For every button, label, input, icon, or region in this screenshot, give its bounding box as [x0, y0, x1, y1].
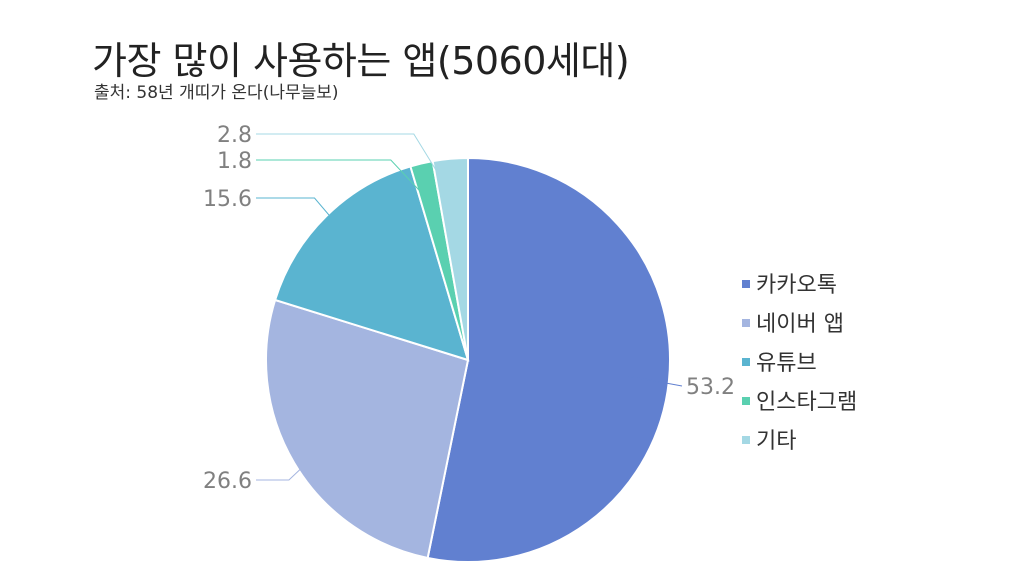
pie-slice-5	[431, 156, 469, 361]
leader-line-2	[256, 441, 330, 481]
data-label-3: 15.6	[203, 187, 252, 212]
data-label-2: 26.6	[203, 469, 252, 494]
legend-swatch-2	[742, 319, 750, 327]
pie-slices	[265, 156, 671, 563]
leader-line-4	[256, 159, 432, 204]
legend-label-5: 기타	[756, 429, 796, 454]
legend-swatch-5	[742, 436, 750, 444]
data-label-1: 53.2	[686, 375, 735, 400]
pie-slice-1	[426, 156, 671, 563]
legend-label-1: 카카오톡	[756, 273, 837, 298]
leader-line-5	[256, 133, 455, 200]
pie-slice-3	[273, 165, 470, 362]
pie-slice-2	[265, 298, 470, 560]
chart-source: 출처: 58년 개띠가 온다(나무늘보)	[94, 83, 339, 103]
legend-label-2: 네이버 앱	[756, 312, 844, 337]
legend-label-3: 유튜브	[756, 351, 817, 376]
data-label-4: 1.8	[217, 149, 252, 174]
data-labels: 53.2 26.6 15.6 1.82.8	[203, 123, 735, 494]
legend-label-4: 인스타그램	[756, 390, 857, 415]
legend-swatch-1	[742, 280, 750, 288]
leader-line-3	[256, 197, 355, 246]
leader-lines	[256, 133, 683, 481]
legend-swatch-3	[742, 358, 750, 366]
legend-swatch-4	[742, 397, 750, 405]
data-label-5: 2.8	[217, 123, 252, 148]
chart-title: 가장 많이 사용하는 앱(5060세대)	[92, 39, 630, 83]
leader-line-1	[628, 375, 683, 387]
